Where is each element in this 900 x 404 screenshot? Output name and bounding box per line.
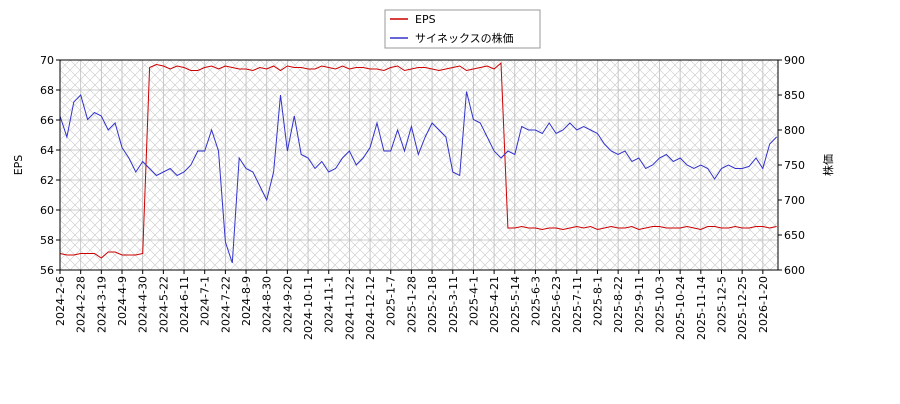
y-tick-label: 60 [40, 204, 54, 217]
x-tick-label: 2024-8-9 [240, 276, 253, 326]
x-tick-label: 2024-8-30 [261, 276, 274, 333]
y-tick-label: 64 [40, 144, 54, 157]
x-tick-label: 2024-3-19 [95, 276, 108, 333]
x-tick-label: 2025-4-1 [467, 276, 480, 326]
y-tick-label: 62 [40, 174, 54, 187]
y2-tick-label: 650 [784, 229, 805, 242]
plot-background [60, 60, 778, 270]
x-tick-label: 2024-7-1 [199, 276, 212, 326]
y2-tick-label: 750 [784, 159, 805, 172]
x-tick-label: 2024-4-9 [116, 276, 129, 326]
x-tick-label: 2025-1-28 [405, 276, 418, 333]
y-tick-label: 58 [40, 234, 54, 247]
x-tick-label: 2025-5-14 [509, 276, 522, 333]
x-tick-label: 2024-2-6 [54, 276, 67, 326]
x-tick-label: 2025-10-3 [653, 276, 666, 333]
y2-axis-label: 株価 [821, 154, 835, 176]
x-tick-label: 2024-12-12 [364, 276, 377, 340]
y2-tick-label: 900 [784, 54, 805, 67]
x-tick-label: 2024-10-11 [302, 276, 315, 340]
x-tick-label: 2025-11-14 [695, 276, 708, 340]
x-tick-label: 2025-2-18 [426, 276, 439, 333]
y2-tick-label: 850 [784, 89, 805, 102]
x-tick-label: 2025-9-11 [633, 276, 646, 333]
y2-tick-label: 700 [784, 194, 805, 207]
x-tick-label: 2025-12-25 [736, 276, 749, 340]
x-tick-label: 2024-11-1 [323, 276, 336, 333]
y2-tick-label: 600 [784, 264, 805, 277]
x-tick-label: 2024-2-28 [75, 276, 88, 333]
series-line [59, 61, 777, 259]
x-tick-label: 2025-1-7 [385, 276, 398, 326]
x-tick-label: 2025-7-11 [571, 276, 584, 333]
x-tick-label: 2025-3-11 [447, 276, 460, 333]
legend [384, 9, 541, 49]
x-tick-label: 2025-10-24 [674, 276, 687, 340]
y-tick-label: 66 [40, 114, 54, 127]
x-tick-label: 2025-6-3 [529, 276, 542, 326]
x-tick-label: 2025-12-5 [715, 276, 728, 333]
x-tick-label: 2024-5-22 [157, 276, 170, 333]
x-tick-label: 2024-7-22 [219, 276, 232, 333]
y-axis-label: EPS [12, 155, 25, 176]
x-tick-label: 2025-6-23 [550, 276, 563, 333]
x-tick-label: 2025-8-1 [591, 276, 604, 326]
x-tick-label: 2025-8-22 [612, 276, 625, 333]
x-tick-label: 2025-4-21 [488, 276, 501, 333]
y2-tick-label: 800 [784, 124, 805, 137]
y-tick-label: 70 [40, 54, 54, 67]
y-tick-label: 56 [40, 264, 54, 277]
x-tick-label: 2026-1-20 [757, 276, 770, 333]
x-tick-label: 2024-4-30 [137, 276, 150, 333]
x-tick-label: 2024-11-22 [343, 276, 356, 340]
series-line [59, 91, 777, 264]
x-tick-label: 2024-6-11 [178, 276, 191, 333]
y-tick-label: 68 [40, 84, 54, 97]
legend-label: EPS [415, 13, 436, 26]
legend-label: サイネックスの株価 [415, 31, 514, 45]
x-tick-label: 2024-9-20 [281, 276, 294, 333]
